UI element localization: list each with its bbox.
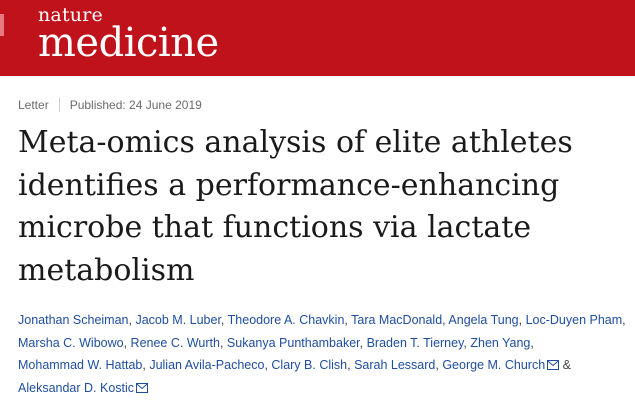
logo-nature-text: nature (38, 4, 103, 26)
envelope-icon[interactable] (547, 360, 560, 370)
author-link[interactable]: Tara MacDonald (351, 313, 443, 327)
author-link[interactable]: Angela Tung (448, 313, 519, 327)
author-list: Jonathan Scheiman, Jacob M. Luber, Theod… (18, 313, 626, 395)
author-link[interactable]: Clary B. Clish (271, 358, 348, 372)
article-title: Meta-omics analysis of elite athletes id… (18, 125, 573, 288)
author-link[interactable]: Braden T. Tierney (366, 335, 464, 350)
article-meta: Letter Published: 24 June 2019 (18, 98, 202, 112)
author-link[interactable]: Jonathan Scheiman (18, 313, 129, 327)
envelope-icon[interactable] (136, 382, 149, 393)
logo-medicine-text: medicine (38, 20, 219, 66)
author-link[interactable]: Loc-Duyen Pham (525, 313, 623, 327)
author-link-corresponding[interactable]: Aleksandar D. Kostic (18, 380, 149, 395)
author-link[interactable]: Zhen Yang (470, 335, 531, 350)
author-name: Aleksandar D. Kostic (18, 380, 135, 395)
author-link[interactable]: Sukanya Punthambaker (226, 335, 360, 350)
author-link[interactable]: Sarah Lessard (354, 358, 436, 372)
author-link[interactable]: Jacob M. Luber (135, 313, 221, 327)
author-link[interactable]: Marsha C. Wibowo (18, 335, 124, 350)
author-link[interactable]: Renee C. Wurth (130, 335, 220, 350)
header-edge-mark (0, 14, 4, 36)
site-header: nature medicine (0, 0, 635, 76)
journal-logo[interactable]: nature medicine (38, 4, 219, 66)
meta-divider (58, 98, 60, 112)
article-type: Letter (18, 98, 49, 112)
published-date: Published: 24 June 2019 (69, 98, 202, 112)
author-name: George M. Church (442, 358, 546, 372)
author-link[interactable]: Theodore A. Chavkin (227, 313, 345, 327)
author-link[interactable]: Mohammad W. Hattab (18, 358, 143, 372)
author-link[interactable]: Julian Avila-Pacheco (149, 358, 265, 372)
author-ampersand: & (562, 358, 571, 372)
author-link-corresponding[interactable]: George M. Church (442, 358, 560, 372)
